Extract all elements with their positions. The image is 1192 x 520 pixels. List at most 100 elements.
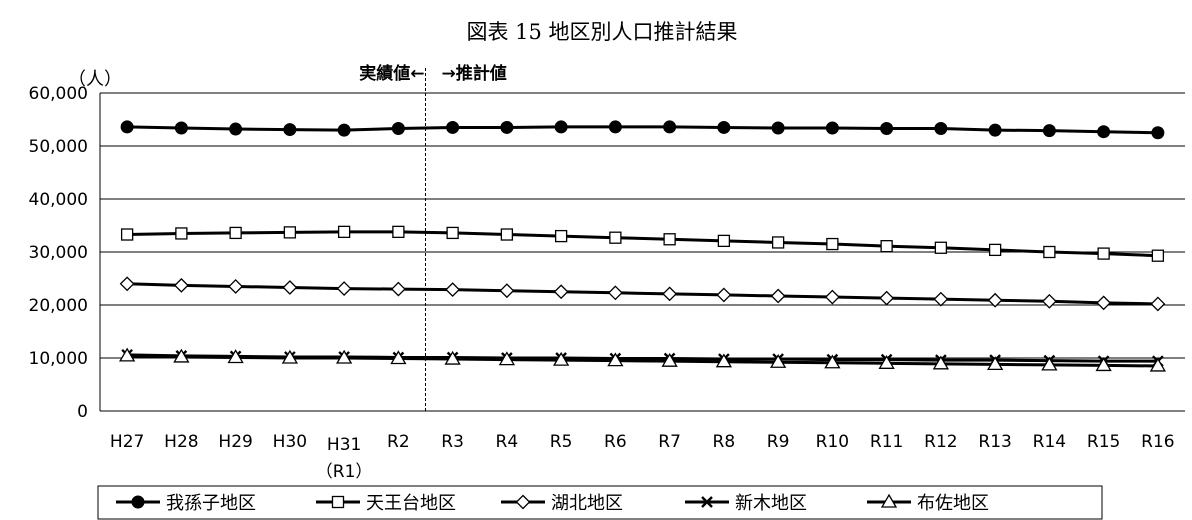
x-tick-label: R2 xyxy=(387,432,410,452)
x-tick-label: R9 xyxy=(767,432,790,452)
data-point xyxy=(987,292,1003,308)
data-point xyxy=(229,226,242,240)
x-tick-label: R7 xyxy=(658,432,681,452)
x-tick-label: R13 xyxy=(978,432,1011,452)
x-tick-label: R16 xyxy=(1141,432,1174,452)
series-line xyxy=(127,354,1158,368)
legend-marker xyxy=(331,495,345,509)
data-point xyxy=(1150,296,1166,312)
x-tick-label: R3 xyxy=(441,432,464,452)
data-point xyxy=(444,350,461,365)
data-point xyxy=(770,288,786,304)
data-point xyxy=(878,355,895,369)
series-1 xyxy=(120,120,1165,140)
legend-item: 天王台地区 xyxy=(316,493,456,514)
y-tick-label: 30,000 xyxy=(29,243,88,263)
x-tick-label: H31 xyxy=(327,435,361,455)
data-point xyxy=(717,120,731,134)
data-point xyxy=(335,349,353,364)
legend-item: 新木地区 xyxy=(685,493,807,514)
legend-item: 布佐地区 xyxy=(867,493,989,514)
series-3 xyxy=(119,276,1166,312)
series-line xyxy=(127,230,1158,258)
data-point xyxy=(988,123,1002,137)
data-point xyxy=(1097,125,1111,139)
data-point xyxy=(1149,357,1167,372)
data-point xyxy=(986,356,1004,371)
data-point xyxy=(662,286,678,302)
data-point xyxy=(771,236,785,249)
data-point xyxy=(391,122,405,136)
data-point xyxy=(499,283,515,299)
data-point xyxy=(498,351,516,366)
data-point xyxy=(1151,249,1165,262)
legend-label: 天王台地区 xyxy=(366,493,456,514)
data-point xyxy=(337,123,351,137)
data-point xyxy=(446,226,459,240)
data-point xyxy=(1041,356,1058,371)
data-point xyxy=(826,237,839,251)
x-tick-label: R5 xyxy=(550,432,573,452)
y-tick-label: 0 xyxy=(77,402,88,422)
data-point xyxy=(825,121,839,135)
data-point xyxy=(771,121,785,135)
data-point xyxy=(173,348,190,363)
data-point xyxy=(227,349,244,364)
data-point xyxy=(934,122,948,136)
data-point xyxy=(934,241,948,254)
y-tick-label: 50,000 xyxy=(29,137,88,157)
x-tick-label: R8 xyxy=(713,432,736,452)
data-point xyxy=(769,353,787,368)
data-point xyxy=(446,120,460,134)
data-point xyxy=(282,280,298,295)
legend: 我孫子地区 天王台地区 湖北地区 新木地区 布佐地区 xyxy=(97,485,1103,520)
series-line xyxy=(127,282,1158,306)
data-point xyxy=(1151,126,1165,140)
series-group xyxy=(118,120,1167,372)
series-5 xyxy=(118,347,1167,372)
data-point xyxy=(1043,245,1056,259)
x-tick-label: R15 xyxy=(1087,432,1120,452)
data-point xyxy=(553,284,569,300)
legend-label: 我孫子地区 xyxy=(166,493,256,514)
y-axis-tick-labels: 0 10,000 20,000 30,000 40,000 50,000 60,000 xyxy=(29,84,88,422)
data-point xyxy=(663,120,677,134)
y-axis-unit: （人） xyxy=(68,69,122,90)
legend-box xyxy=(97,485,1103,520)
data-point xyxy=(932,355,950,370)
y-tick-label: 40,000 xyxy=(29,190,88,210)
legend-label: 布佐地区 xyxy=(917,493,989,514)
data-point xyxy=(175,227,188,240)
data-point xyxy=(283,123,297,137)
x-tick-label: R10 xyxy=(816,432,849,452)
data-point xyxy=(933,291,949,307)
data-point xyxy=(281,349,299,364)
data-point xyxy=(120,228,134,241)
data-point xyxy=(445,282,461,298)
legend-marker xyxy=(880,493,898,508)
data-point xyxy=(879,290,895,306)
data-point xyxy=(607,285,623,301)
data-point xyxy=(552,351,570,366)
data-point xyxy=(716,287,732,303)
data-point xyxy=(1041,293,1057,309)
data-point xyxy=(228,279,244,294)
data-point xyxy=(1096,295,1112,311)
data-point xyxy=(174,121,188,135)
data-point xyxy=(554,229,568,243)
x-tick-sublabel: （R1） xyxy=(316,462,373,482)
x-axis-tick-labels: H27 H28 H29 H30 H31 （R1） R2 R3 R4 R5 R6 R7 R8 R9 R10 R1… xyxy=(110,432,1175,482)
chart-title: 図表 15 地区別人口推計結果 xyxy=(466,20,737,44)
data-point xyxy=(392,225,405,239)
legend-item: 我孫子地区 xyxy=(116,493,256,514)
data-point xyxy=(120,120,134,134)
data-point xyxy=(824,354,841,369)
x-tick-label: R12 xyxy=(924,432,957,452)
y-tick-label: 60,000 xyxy=(29,84,88,104)
data-point xyxy=(119,276,135,292)
data-point xyxy=(173,277,189,293)
legend-item: 湖北地区 xyxy=(501,493,623,514)
data-point xyxy=(880,240,893,253)
data-point xyxy=(283,226,297,239)
